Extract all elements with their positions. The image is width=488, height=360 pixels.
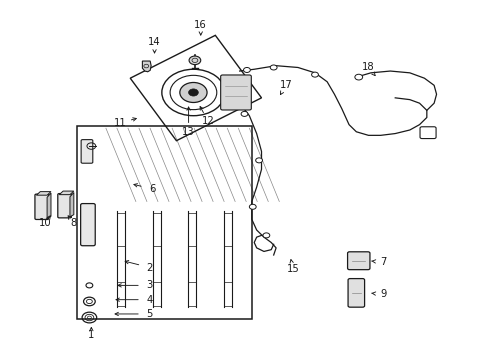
Text: 3: 3 xyxy=(146,280,152,291)
Text: 17: 17 xyxy=(279,80,292,90)
Text: 14: 14 xyxy=(148,37,161,48)
Circle shape xyxy=(255,158,262,163)
Circle shape xyxy=(249,204,256,209)
Polygon shape xyxy=(36,192,51,195)
Text: 6: 6 xyxy=(149,184,155,194)
Text: 8: 8 xyxy=(70,218,76,228)
Circle shape xyxy=(189,56,201,64)
Text: 4: 4 xyxy=(146,295,152,305)
Text: 2: 2 xyxy=(146,262,153,273)
Circle shape xyxy=(311,72,318,77)
Text: 12: 12 xyxy=(201,116,214,126)
Polygon shape xyxy=(70,193,74,217)
Circle shape xyxy=(188,89,198,96)
Text: 16: 16 xyxy=(194,19,207,30)
Bar xyxy=(77,126,251,319)
Polygon shape xyxy=(59,191,74,195)
Text: 10: 10 xyxy=(39,218,51,228)
Circle shape xyxy=(263,233,269,238)
Polygon shape xyxy=(47,193,51,219)
Text: 15: 15 xyxy=(286,264,299,274)
FancyBboxPatch shape xyxy=(81,140,93,163)
Text: 11: 11 xyxy=(114,118,126,128)
Circle shape xyxy=(243,67,250,72)
Polygon shape xyxy=(142,61,151,72)
FancyBboxPatch shape xyxy=(347,252,369,270)
FancyBboxPatch shape xyxy=(347,279,364,307)
Text: 13: 13 xyxy=(182,127,195,137)
FancyBboxPatch shape xyxy=(58,194,71,218)
Circle shape xyxy=(180,82,206,103)
Text: 5: 5 xyxy=(146,309,153,319)
FancyBboxPatch shape xyxy=(220,75,251,110)
FancyBboxPatch shape xyxy=(35,194,48,220)
Circle shape xyxy=(270,65,277,70)
Text: 9: 9 xyxy=(379,289,386,299)
Text: 1: 1 xyxy=(88,330,94,341)
Text: 7: 7 xyxy=(379,257,386,267)
Circle shape xyxy=(354,74,362,80)
FancyBboxPatch shape xyxy=(81,203,95,246)
Circle shape xyxy=(241,111,247,116)
Text: 18: 18 xyxy=(362,63,374,72)
